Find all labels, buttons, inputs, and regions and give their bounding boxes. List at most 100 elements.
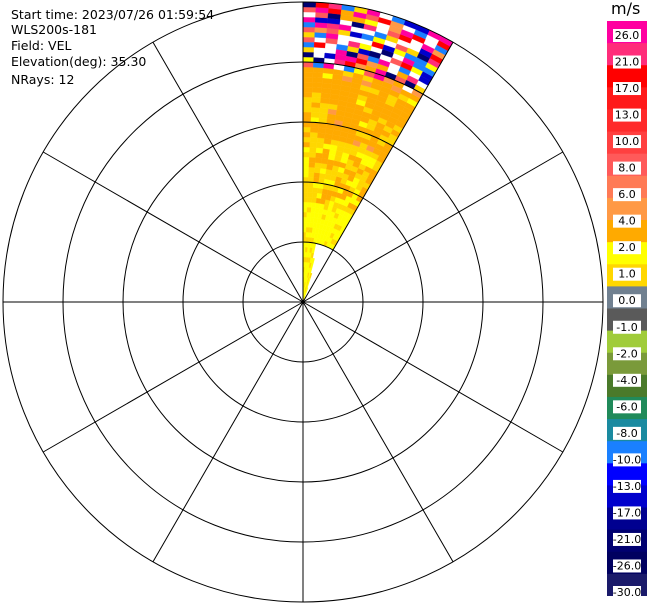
velocity-gate: [314, 162, 322, 169]
colorbar-tick-bg: [613, 586, 641, 596]
velocity-gate: [314, 27, 328, 34]
velocity-gate: [302, 36, 315, 43]
polar-grid: [2, 1, 604, 603]
velocity-gate: [302, 156, 310, 163]
velocity-gate: [302, 101, 312, 108]
velocity-gate: [315, 17, 329, 24]
azimuth-spoke: [42, 151, 304, 303]
colorbar-tick-bg: [613, 188, 641, 202]
colorbar-tick-label: -21.0: [613, 533, 641, 546]
velocity-gate: [309, 141, 318, 148]
azimuth-spoke: [302, 41, 454, 303]
velocity-gate: [302, 1, 317, 8]
velocity-gate: [302, 136, 311, 143]
velocity-gate: [302, 81, 313, 88]
colorbar-tick-label: 8.0: [618, 162, 636, 175]
velocity-gate: [306, 221, 311, 228]
azimuth-spoke: [302, 301, 564, 453]
colorbar-tick-label: 26.0: [615, 29, 640, 42]
nrays-label: NRays: 12: [11, 72, 75, 87]
velocity-gate: [302, 186, 309, 193]
colorbar-tick-bg: [613, 559, 641, 573]
velocity-gate: [309, 151, 317, 158]
velocity-gate: [302, 41, 315, 48]
velocity-gate: [317, 127, 327, 134]
velocity-gate: [310, 132, 318, 138]
velocity-gate: [306, 211, 312, 218]
velocity-gate: [315, 147, 324, 154]
velocity-gate: [305, 287, 309, 293]
velocity-gate: [312, 187, 319, 194]
colorbar-tick-bg: [613, 267, 641, 281]
velocity-gate: [312, 77, 323, 83]
velocity-gate: [302, 131, 311, 138]
velocity-gate: [315, 157, 323, 164]
colorbar-tick-bg: [613, 135, 641, 149]
velocity-gate: [306, 201, 312, 208]
velocity-gate: [361, 33, 375, 42]
velocity-gate: [311, 202, 317, 208]
colorbar-tick-label: -2.0: [616, 347, 637, 360]
velocity-gate: [302, 161, 310, 168]
velocity-gate: [311, 92, 322, 98]
velocity-gate: [308, 161, 316, 168]
colorbar-tick-label: 1.0: [618, 268, 636, 281]
velocity-gate: [302, 121, 312, 128]
colorbar-tick-bg: [613, 347, 641, 361]
velocity-gate: [307, 191, 313, 198]
velocity-gate: [302, 21, 316, 28]
colorbar-tick-label: -8.0: [616, 427, 637, 440]
colorbar-tick-label: 2.0: [618, 241, 636, 254]
velocity-gate: [302, 56, 314, 63]
velocity-gate: [302, 141, 311, 148]
colorbar-tick-label: -26.0: [613, 559, 641, 572]
azimuth-spoke: [42, 301, 304, 453]
velocity-gate: [313, 172, 321, 179]
velocity-gate: [302, 106, 312, 113]
velocity-gate: [302, 206, 308, 213]
colorbar-tick-label: -17.0: [613, 506, 641, 519]
colorbar-tick-label: 17.0: [615, 82, 640, 95]
velocity-gate: [314, 22, 328, 29]
instrument-label: WLS200s-181: [11, 22, 97, 37]
velocity-gate: [302, 51, 315, 58]
velocity-gate: [311, 192, 318, 199]
colorbar-tick-bg: [613, 479, 641, 493]
colorbar-tick-bg: [613, 320, 641, 334]
velocity-data-sector: [302, 1, 454, 303]
field-label: Field: VEL: [11, 38, 72, 53]
colorbar-tick-label: 21.0: [615, 56, 640, 69]
velocity-gate: [317, 132, 326, 139]
velocity-gate: [302, 26, 316, 33]
velocity-gate: [311, 257, 315, 264]
azimuth-spoke: [302, 151, 564, 303]
velocity-gate: [313, 47, 326, 54]
velocity-gate: [308, 166, 315, 173]
colorbar-tick-label: -13.0: [613, 480, 641, 493]
velocity-gate: [302, 166, 310, 173]
colorbar-tick-bg: [613, 532, 641, 546]
velocity-gate: [305, 226, 310, 233]
velocity-gate: [313, 52, 325, 59]
colorbar-tick-bg: [613, 400, 641, 414]
velocity-gate: [311, 197, 317, 204]
velocity-gate: [302, 31, 315, 38]
colorbar-tick-label: 0.0: [618, 294, 636, 307]
velocity-gate: [311, 102, 321, 108]
colorbar-tick-bg: [613, 453, 641, 467]
velocity-gate: [390, 57, 403, 67]
colorbar-tick-bg: [613, 108, 641, 122]
velocity-gate: [315, 7, 329, 14]
velocity-gate: [302, 151, 310, 158]
velocity-gate: [302, 196, 308, 203]
colorbar-tick-bg: [613, 426, 641, 440]
velocity-gate: [302, 191, 308, 198]
colorbar-tick-label: 4.0: [618, 215, 636, 228]
colorbar-tick-label: 6.0: [618, 188, 636, 201]
velocity-gate: [309, 146, 317, 153]
velocity-gate: [302, 66, 314, 73]
velocity-gate: [309, 272, 313, 279]
colorbar-tick-label: -4.0: [616, 374, 637, 387]
velocity-gate: [312, 67, 324, 74]
